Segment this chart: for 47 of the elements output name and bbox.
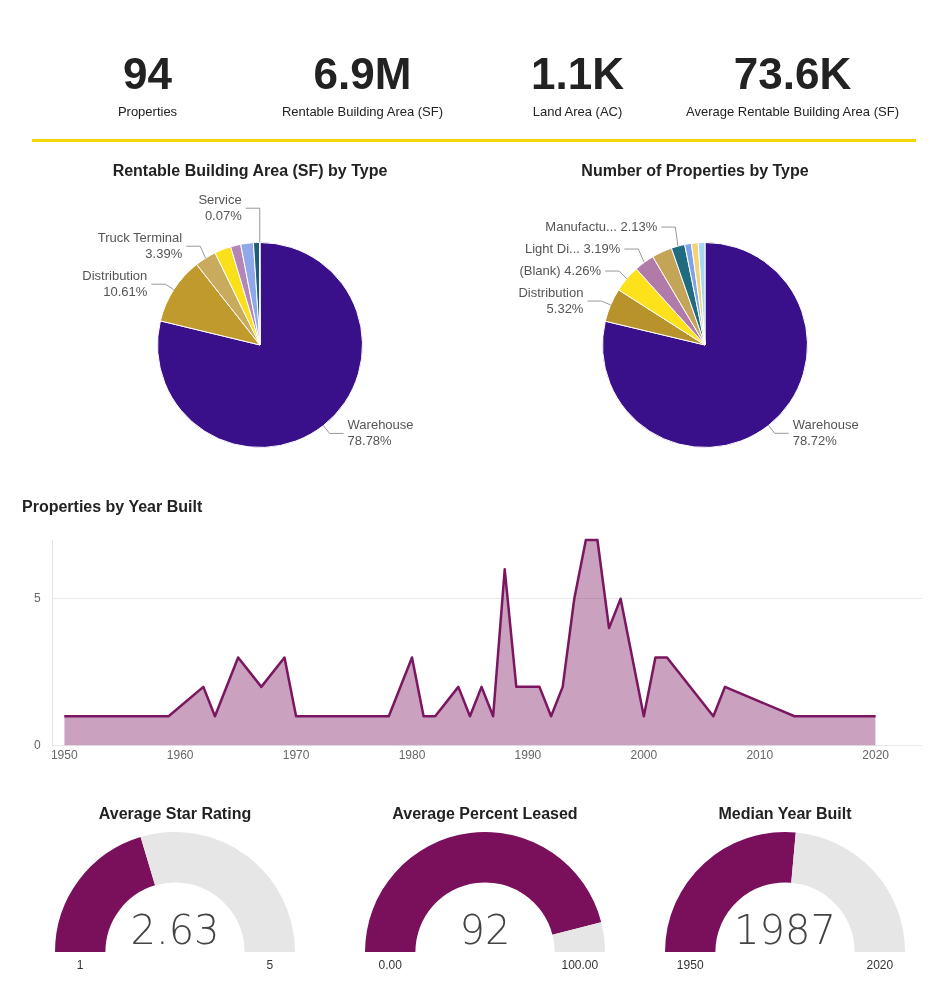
data-label: 78.78% (347, 432, 393, 448)
category-label: Properties (116, 104, 179, 119)
x-tick-label: 1960 (166, 748, 194, 763)
text: 5 (266, 958, 274, 973)
slice-label: Distribution (518, 284, 584, 300)
data-label: 0.07% (204, 207, 243, 223)
text: 1 (76, 958, 84, 973)
x-tick-label: 1980 (398, 748, 426, 763)
x-tick-label: 1950 (50, 748, 78, 763)
text: 1950 (676, 958, 704, 973)
y-tick-label: 0 (33, 737, 41, 752)
text: 2020 (866, 958, 894, 973)
slice-label: Service (198, 191, 242, 207)
text: 92 (459, 907, 511, 953)
chart-title: Average Star Rating (97, 805, 253, 823)
chart-title: Average Percent Leased (391, 805, 579, 823)
x-tick-label: 2000 (630, 748, 658, 763)
text: 0.00 (378, 958, 403, 973)
slice-label: Warehouse (792, 416, 859, 432)
data-label: 78.72% (792, 432, 838, 448)
slice-label: Distribution (82, 267, 148, 283)
text: 73.6K (733, 49, 852, 98)
chart-title: Properties by Year Built (22, 498, 204, 516)
slice-label: Light Di... 3.19% (524, 240, 621, 256)
text: 1987 (734, 907, 836, 953)
text: 1.1K (531, 49, 624, 98)
category-label: Rentable Building Area (SF) (280, 104, 445, 119)
slice-label: Manufactu... 2.13% (545, 218, 658, 234)
slice-label: Truck Terminal (97, 229, 183, 245)
x-tick-label: 2010 (746, 748, 774, 763)
text: 100.00 (561, 958, 599, 973)
chart-title: Median Year Built (717, 805, 853, 823)
x-tick-label: 2020 (862, 748, 890, 763)
chart-title: Number of Properties by Type (580, 162, 810, 180)
x-tick-label: 1970 (282, 748, 310, 763)
text: 2.63 (130, 907, 220, 953)
slice-label: Warehouse (347, 416, 414, 432)
category-label: Average Rentable Building Area (SF) (685, 104, 900, 119)
text: 6.9M (313, 49, 412, 98)
x-tick-label: 1990 (514, 748, 542, 763)
text: 94 (123, 49, 172, 98)
chart-title: Rentable Building Area (SF) by Type (111, 162, 389, 180)
category-label: Land Area (AC) (531, 104, 624, 119)
slice-label: (Blank) 4.26% (519, 262, 602, 278)
data-label: 3.39% (145, 245, 183, 261)
data-label: 10.61% (103, 283, 148, 299)
data-label: 5.32% (546, 300, 584, 316)
